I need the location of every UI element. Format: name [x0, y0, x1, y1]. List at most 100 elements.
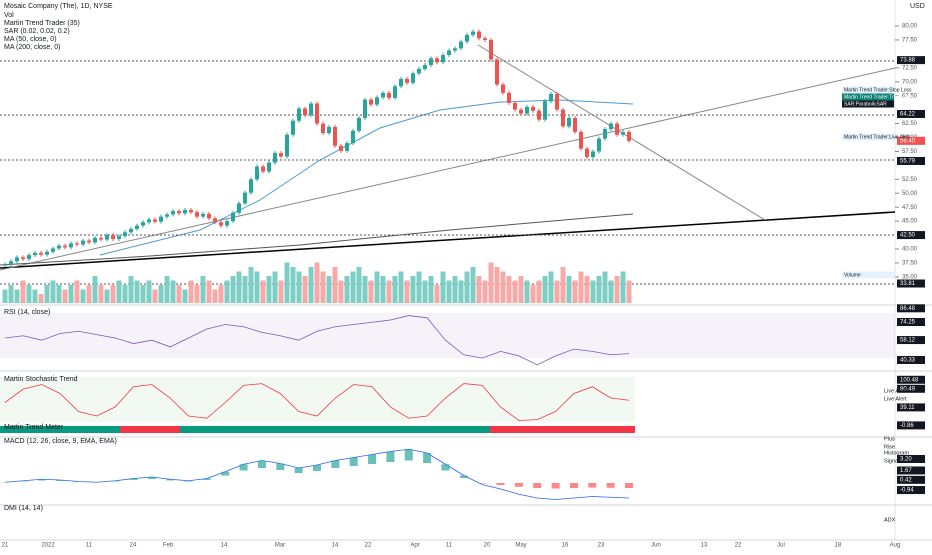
volume-bar — [477, 276, 482, 303]
pane-label: Histogram — [884, 450, 909, 456]
pane-tag-label: 39.11 — [900, 405, 915, 411]
volume-bar — [297, 272, 302, 304]
candle — [63, 246, 67, 248]
volume-bar — [339, 281, 344, 304]
candle — [567, 118, 571, 126]
volume-bar — [183, 290, 188, 304]
candle — [27, 255, 31, 259]
time-label: 2022 — [41, 543, 55, 549]
volume-bar — [111, 285, 116, 303]
candle — [99, 238, 103, 240]
pane-tag-label: 3.20 — [900, 457, 912, 463]
time-label: 20 — [484, 543, 491, 549]
candle — [555, 94, 559, 110]
candle — [261, 166, 265, 171]
candle — [213, 218, 217, 222]
volume-bar — [591, 281, 596, 304]
candle — [591, 151, 595, 157]
candle — [507, 93, 511, 103]
title: Mosaic Company (The), 1D, NYSE — [4, 3, 113, 10]
candle — [345, 143, 349, 151]
volume-bar — [309, 267, 314, 303]
volume-bar — [147, 281, 152, 304]
volume-bar — [423, 281, 428, 304]
pane-label: ADX — [884, 517, 896, 523]
volume-bar — [273, 272, 278, 304]
volume-bar — [561, 267, 566, 303]
histogram-bar — [74, 482, 82, 483]
volume-bar — [405, 281, 410, 304]
volume-bar — [387, 281, 392, 304]
indicator-label: SAR (0.02, 0.02, 0.2) — [4, 28, 70, 35]
time-label: 11 — [446, 543, 453, 549]
histogram-bar — [19, 481, 27, 482]
histogram-bar — [203, 479, 211, 481]
candle — [411, 73, 415, 82]
pane-title: RSI (14, close) — [4, 309, 50, 316]
candle — [249, 179, 253, 192]
time-label: Feb — [163, 543, 174, 549]
volume-bar — [63, 290, 68, 304]
volume-bar — [525, 281, 530, 304]
candle — [315, 103, 319, 123]
volume-bar — [231, 276, 236, 303]
volume-bar — [3, 290, 8, 304]
candle — [171, 211, 175, 214]
volume-bar — [75, 281, 80, 304]
volume-bar — [9, 285, 14, 303]
price-tick-label: 45.00 — [902, 219, 918, 225]
candle — [441, 55, 445, 62]
right-label: Martin Trend Trader:Stop Loss — [844, 87, 912, 93]
volume-bar — [255, 272, 260, 304]
time-label: 16 — [562, 543, 569, 549]
candle — [183, 210, 187, 213]
candle — [327, 127, 331, 133]
candle — [339, 146, 343, 151]
pane-tag-label: 1.67 — [900, 468, 912, 474]
axis-unit: USD — [910, 3, 925, 10]
histogram-bar — [240, 464, 248, 470]
candle — [495, 59, 499, 84]
volume-bar — [219, 285, 224, 303]
candle — [9, 261, 13, 264]
candle — [531, 107, 535, 111]
candle — [45, 252, 49, 255]
histogram-bar — [350, 458, 358, 467]
volume-bar — [39, 294, 44, 303]
candle — [303, 109, 307, 116]
candle — [285, 135, 289, 157]
volume-bar — [375, 272, 380, 304]
histogram-bar — [515, 483, 523, 487]
candle — [537, 111, 541, 120]
histogram-bar — [38, 479, 46, 480]
volume-bar — [447, 281, 452, 304]
candle — [513, 103, 517, 110]
time-label: Jul — [777, 543, 785, 549]
volume-bar — [543, 276, 548, 303]
candle — [201, 214, 205, 217]
right-label: SAR:ParabolicSAR — [844, 101, 887, 107]
histogram-bar — [276, 464, 284, 471]
volume-bar — [285, 263, 290, 304]
histogram-bar — [423, 453, 431, 463]
volume-bar — [615, 276, 620, 303]
time-label: 22 — [365, 543, 372, 549]
volume-bar — [483, 281, 488, 304]
candle — [51, 248, 55, 251]
histogram-bar — [166, 479, 174, 480]
volume-bar — [195, 285, 200, 303]
candle — [21, 257, 25, 259]
candle — [225, 221, 229, 225]
candle — [39, 253, 43, 255]
volume-bar — [489, 263, 494, 304]
candle — [489, 40, 493, 60]
histogram-bar — [588, 483, 596, 488]
candle — [75, 243, 79, 244]
candle — [621, 132, 625, 135]
candle — [351, 131, 355, 143]
candle — [627, 132, 631, 141]
candle — [381, 93, 385, 97]
volume-bar — [177, 285, 182, 303]
histogram-bar — [552, 483, 560, 489]
candle — [87, 241, 91, 243]
